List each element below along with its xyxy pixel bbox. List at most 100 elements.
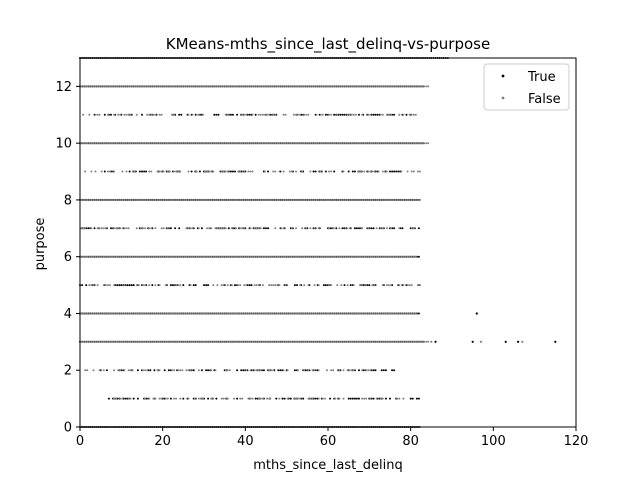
data-point xyxy=(84,198,87,201)
data-point xyxy=(233,198,235,201)
data-point xyxy=(168,198,171,201)
data-point xyxy=(405,113,408,116)
data-point xyxy=(113,397,116,400)
data-point xyxy=(205,369,208,372)
data-point xyxy=(177,170,180,173)
data-point xyxy=(326,369,328,372)
data-point xyxy=(254,397,257,400)
data-point xyxy=(127,113,130,116)
data-point xyxy=(245,340,248,343)
data-point xyxy=(406,284,409,287)
data-point xyxy=(146,198,149,201)
data-point xyxy=(226,255,229,258)
data-point xyxy=(220,170,223,173)
data-point xyxy=(417,312,420,315)
data-point xyxy=(240,369,243,372)
data-point xyxy=(365,397,368,400)
data-point xyxy=(257,284,260,287)
data-point xyxy=(230,340,233,343)
data-point xyxy=(371,170,374,173)
data-point xyxy=(229,113,232,116)
data-point xyxy=(125,142,128,145)
data-point xyxy=(361,85,364,88)
data-point xyxy=(253,340,256,343)
data-point xyxy=(299,113,302,116)
data-point xyxy=(113,312,116,315)
data-point xyxy=(195,85,198,88)
data-point xyxy=(154,312,157,315)
data-point xyxy=(208,85,211,88)
legend-marker-false xyxy=(501,96,505,100)
data-point xyxy=(307,284,310,287)
data-point xyxy=(180,113,183,116)
data-point xyxy=(282,255,285,258)
data-point xyxy=(328,198,330,201)
data-point xyxy=(369,340,372,343)
data-point xyxy=(90,284,93,287)
data-point xyxy=(152,85,155,88)
data-point xyxy=(233,312,235,315)
data-point xyxy=(222,340,225,343)
data-point xyxy=(216,284,219,287)
data-point xyxy=(193,85,196,88)
data-point xyxy=(160,85,163,88)
data-point xyxy=(208,142,211,145)
data-point xyxy=(363,170,366,173)
data-point xyxy=(241,397,244,400)
data-point xyxy=(214,227,217,230)
data-point xyxy=(369,369,372,372)
data-point xyxy=(115,312,118,315)
data-point xyxy=(398,255,401,258)
data-point xyxy=(166,227,169,230)
data-point xyxy=(326,85,328,88)
data-point xyxy=(319,312,322,315)
data-point xyxy=(301,227,304,230)
data-point xyxy=(416,142,419,145)
data-point xyxy=(195,170,198,173)
data-point xyxy=(251,113,254,116)
data-point xyxy=(94,312,97,315)
data-point xyxy=(283,397,286,400)
data-point xyxy=(344,340,347,343)
data-point xyxy=(284,340,287,343)
data-point xyxy=(417,397,420,400)
data-point xyxy=(390,142,392,145)
data-point xyxy=(90,312,93,315)
data-point xyxy=(373,284,376,287)
data-point xyxy=(288,142,291,145)
data-point xyxy=(383,340,386,343)
data-point xyxy=(245,255,248,258)
data-point xyxy=(158,142,161,145)
data-point xyxy=(303,85,306,88)
data-point xyxy=(249,142,252,145)
data-point xyxy=(241,340,244,343)
data-point xyxy=(381,113,384,116)
data-point xyxy=(175,142,178,145)
data-point xyxy=(249,312,252,315)
data-point xyxy=(375,255,378,258)
data-point xyxy=(278,142,281,145)
data-point xyxy=(390,198,392,201)
data-point xyxy=(255,340,258,343)
data-point xyxy=(150,113,153,116)
data-point xyxy=(226,397,229,400)
data-point xyxy=(303,198,306,201)
data-point xyxy=(419,340,421,343)
data-point xyxy=(315,255,318,258)
data-point xyxy=(315,142,318,145)
data-point xyxy=(106,198,109,201)
data-point xyxy=(151,284,154,287)
data-point xyxy=(344,198,347,201)
data-point xyxy=(215,397,218,400)
data-point xyxy=(404,198,407,201)
data-point xyxy=(144,340,147,343)
data-point xyxy=(140,142,142,145)
data-point xyxy=(195,255,198,258)
data-point xyxy=(197,198,200,201)
data-point xyxy=(336,198,339,201)
data-point xyxy=(194,284,197,287)
data-point xyxy=(340,142,343,145)
data-point xyxy=(117,255,120,258)
data-point xyxy=(412,312,415,315)
data-point xyxy=(416,284,419,287)
